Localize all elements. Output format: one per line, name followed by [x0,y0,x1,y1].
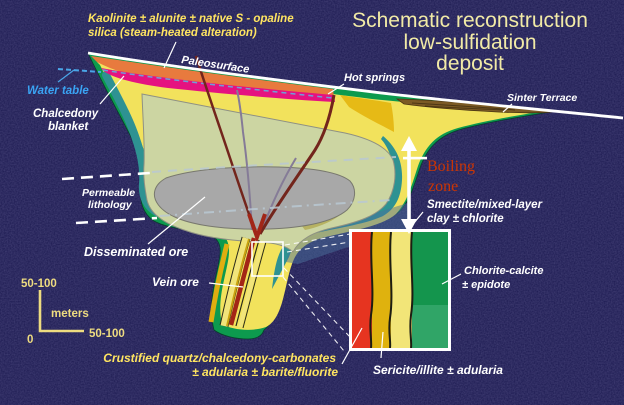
vein-zoom-box [251,241,284,277]
label-disseminated-ore: Disseminated ore [84,245,188,259]
label-sinter-terrace: Sinter Terrace [507,92,577,104]
gold-band-conduit [208,243,230,323]
label-kaolinite-line2: silica (steam-heated alteration) [88,27,257,39]
gold-silica-patch-hot-spring [340,95,394,132]
inset-border [349,229,451,351]
scale-vertical-label: 50-100 [21,278,57,290]
vein-zonation-inset [349,229,451,351]
page-title: Schematic reconstruction low-sulfidation… [352,9,588,75]
inset-band-green-light [412,305,448,348]
title-line-3: deposit [436,52,504,75]
inset-band-pale-yellow [391,232,412,348]
inset-band-red-vein [352,232,372,348]
title-line-1: Schematic reconstruction [352,9,588,32]
water-table-leader [57,69,75,83]
inset-connector-dashes [282,233,351,352]
scale-bar: 50-100 meters 0 50-100 [21,278,125,346]
label-permeable-line2: lithology [88,199,133,211]
label-sericite: Sericite/illite ± adularia [373,363,503,377]
feeder-veins [194,55,336,244]
scale-unit-label: meters [51,308,89,320]
label-boiling-line1: Boiling [427,158,475,175]
label-chlorite-line2: ± epidote [462,279,510,291]
label-permeable-line1: Permeable [82,187,135,199]
scale-origin-label: 0 [27,334,33,346]
label-boiling-line2: zone [428,178,458,195]
label-chlorite-line1: Chlorite-calcite [464,265,543,277]
label-smectite-line2: clay ± chlorite [427,213,504,225]
inset-band-gold [372,232,391,348]
reference-lines [57,68,397,225]
label-water-table: Water table [27,85,89,97]
paleosurface-line [87,51,624,120]
disseminated-ore-zone [153,166,355,230]
label-crustified-line1: Crustified quartz/chalcedony-carbonates [103,351,336,365]
vein-ore-conduit [219,236,267,329]
scale-horizontal-label: 50-100 [89,328,125,340]
leader-lines [99,41,513,365]
permeable-upper-dash-inner [151,156,397,173]
inset-band-dividers [369,231,414,349]
label-vein-ore: Vein ore [152,275,199,289]
water-table-dashes [57,68,102,73]
boiling-zone-arrow [401,136,427,234]
clay-halo-translucent-zone [286,202,411,264]
label-crustified-line2: ± adularia ± barite/fluorite [192,365,338,379]
steam-heated-orange-band [91,56,334,98]
label-chalcedony-line2: blanket [48,121,89,133]
permeable-upper-dash-outer [61,171,151,181]
title-line-2: low-sulfidation [403,31,536,54]
chalcedony-blanket-band [101,68,335,102]
smectite-teal-left-band [102,71,162,217]
label-kaolinite-line1: Kaolinite ± alunite ± native S - opaline [88,13,294,25]
permeable-lower-dash-outer [75,216,158,225]
label-chalcedony-line1: Chalcedony [33,108,99,120]
permeable-lower-dash-inner [159,199,393,217]
label-hot-springs: Hot springs [344,72,405,84]
label-smectite-line1: Smectite/mixed-layer [427,199,543,211]
